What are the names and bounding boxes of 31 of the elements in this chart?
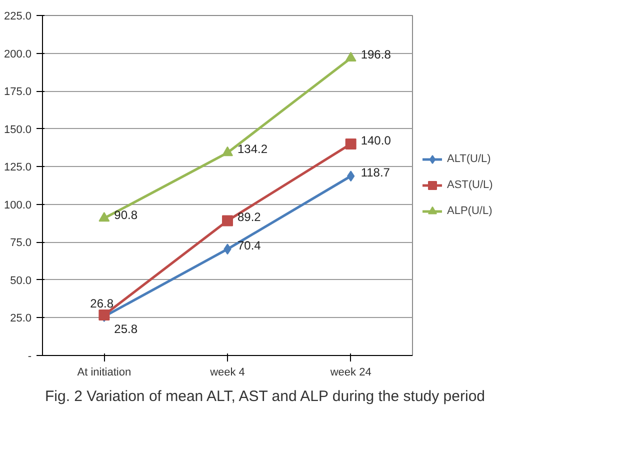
caption: Fig. 2 Variation of mean ALT, AST and ALP during the study period [45, 387, 486, 407]
point [345, 52, 356, 62]
point [222, 215, 233, 226]
legend-label: ALP(U/L) [447, 205, 492, 217]
data-label: 118.7 [360, 166, 390, 180]
data-label: 89.2 [238, 210, 262, 224]
y-tick-label: 125.0 [4, 162, 32, 174]
data-label: 90.8 [114, 208, 138, 222]
y-tick-label: 225.0 [4, 10, 32, 22]
data-label: 70.4 [238, 238, 262, 253]
y-tick-label: 50.0 [10, 274, 32, 287]
legend-label: ALT(U/L) [447, 153, 491, 165]
point [98, 212, 110, 222]
y-tick-label: 25.0 [10, 312, 32, 325]
data-label: 25.8 [114, 322, 138, 336]
x-tick-label: At initiation [77, 366, 132, 378]
data-label: 134.2 [238, 142, 268, 156]
y-tick-label: 75.0 [10, 237, 32, 250]
data-label: 196.8 [360, 48, 392, 62]
point [345, 138, 356, 150]
x-tick-label: week 24 [329, 366, 372, 378]
y-tick-label: 200.0 [4, 48, 32, 60]
legend-label: AST(U/L) [447, 179, 493, 191]
y-tick-label: 100.0 [4, 199, 32, 212]
x-tick-label: week 4 [209, 366, 245, 378]
y-tick-label: - [28, 350, 32, 362]
data-label: 26.8 [90, 296, 114, 310]
data-label: 140.0 [360, 133, 392, 148]
y-tick-label: 150.0 [4, 124, 32, 136]
point [222, 146, 233, 156]
y-tick-label: 175.0 [4, 86, 32, 98]
